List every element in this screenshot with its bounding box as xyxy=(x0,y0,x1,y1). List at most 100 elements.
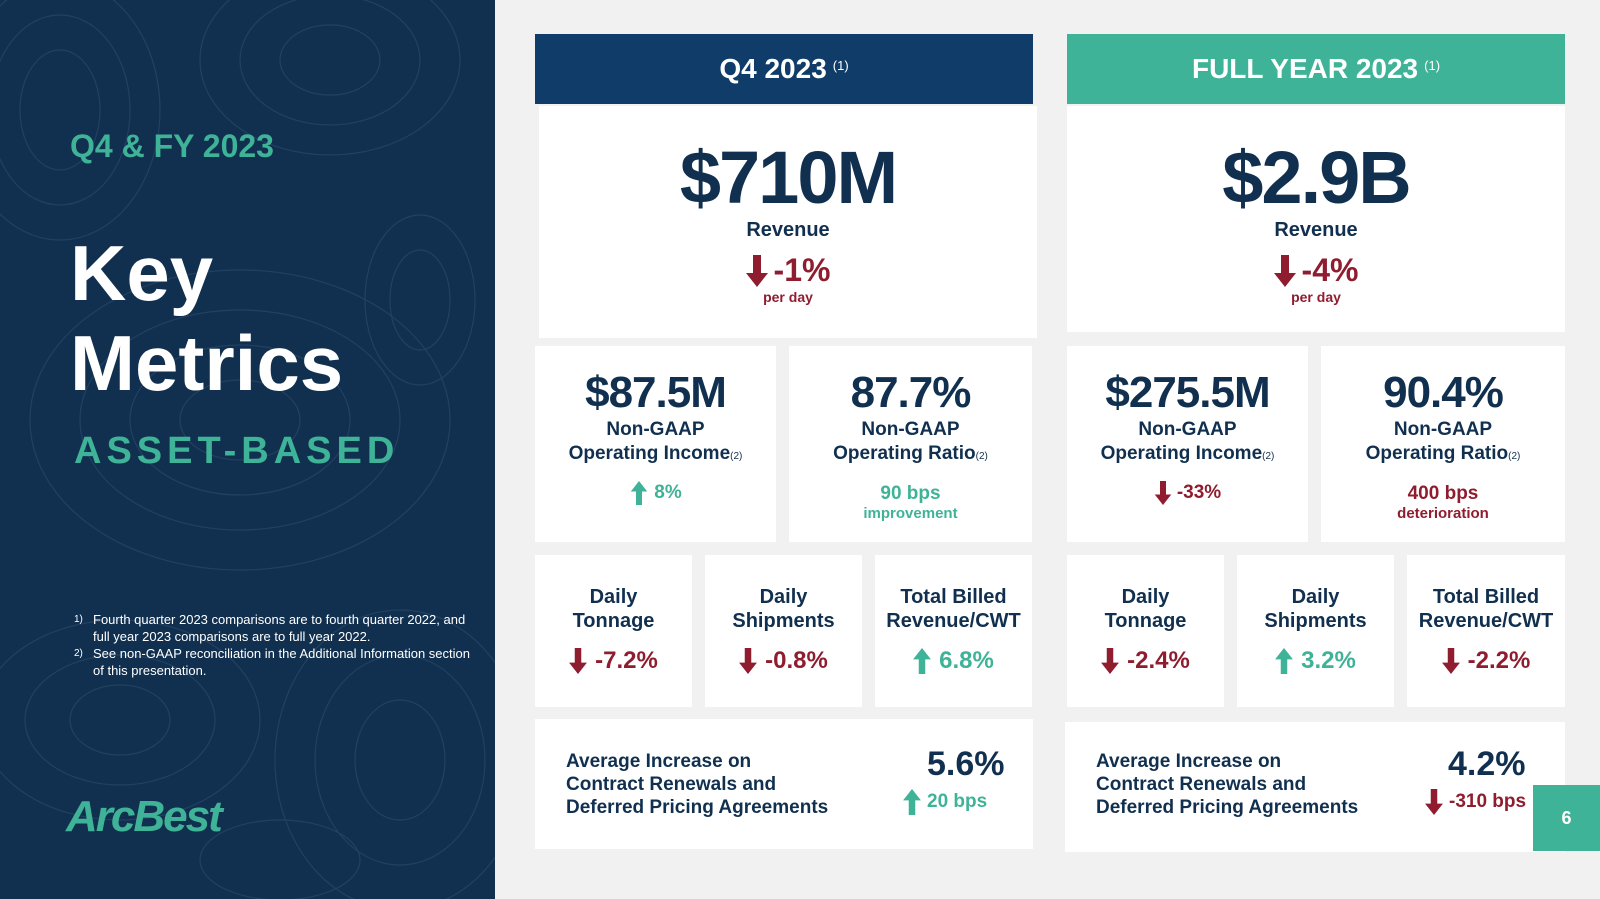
revenue-change: -4% xyxy=(1067,252,1565,289)
q4-daily-tonnage-card: Daily Tonnage -7.2% xyxy=(535,555,692,707)
footnote-ref: (2) xyxy=(975,451,988,462)
q4-operating-ratio-card: 87.7% Non-GAAP Operating Ratio(2) 90 bps… xyxy=(789,346,1032,542)
metric-change: -2.4% xyxy=(1067,647,1224,675)
contract-renewals-value: 5.6% xyxy=(927,745,1005,783)
label-text: Operating Income xyxy=(1100,443,1263,464)
topographic-pattern xyxy=(0,0,495,899)
contract-renewals-value: 4.2% xyxy=(1448,745,1526,783)
operating-ratio-label-1: Non-GAAP xyxy=(861,419,960,440)
subtitle: Q4 & FY 2023 xyxy=(70,128,274,164)
metric-label-1: Total Billed xyxy=(900,586,1007,608)
fy-header-label: FULL YEAR 2023 xyxy=(1191,53,1419,84)
fy-operating-ratio-card: 90.4% Non-GAAP Operating Ratio(2) 400 bp… xyxy=(1321,346,1565,542)
left-panel: Q4 & FY 2023 Key Metrics ASSET-BASED 1) … xyxy=(0,0,495,899)
revenue-change-value: -4% xyxy=(1301,252,1359,288)
change-value: -2.4% xyxy=(1127,647,1190,674)
q4-revenue-card: $710M Revenue -1% per day xyxy=(539,106,1037,338)
metric-change: -2.2% xyxy=(1407,647,1565,675)
arrow-down-icon xyxy=(1154,481,1172,505)
footnote: 1) Fourth quarter 2023 comparisons are t… xyxy=(74,611,474,645)
arrow-down-icon xyxy=(1441,648,1460,674)
fy-header: FULL YEAR 2023 (1) xyxy=(1067,34,1565,104)
metric-label-2: Shipments xyxy=(1264,610,1367,632)
operating-income-label-1: Non-GAAP xyxy=(1138,419,1237,440)
footnote-ref: (2) xyxy=(1262,451,1275,462)
metric-change: -7.2% xyxy=(535,647,692,675)
contract-renewals-change: -310 bps xyxy=(1425,789,1526,815)
label-line: Contract Renewals and xyxy=(566,774,777,795)
metric-label-2: Tonnage xyxy=(1104,610,1187,632)
revenue-label: Revenue xyxy=(746,219,830,241)
contract-renewals-label: Average Increase on Contract Renewals an… xyxy=(1096,750,1358,819)
contract-renewals-label: Average Increase on Contract Renewals an… xyxy=(566,750,828,819)
operating-income-label-2: Operating Income(2) xyxy=(1067,442,1308,469)
arrow-up-icon xyxy=(903,789,921,815)
metric-change: 6.8% xyxy=(875,647,1032,675)
operating-income-change: -33% xyxy=(1067,481,1308,505)
revenue-change-value: -1% xyxy=(773,252,831,288)
operating-ratio-change: 400 bps xyxy=(1407,483,1479,504)
operating-income-value: $275.5M xyxy=(1105,368,1270,417)
arrow-down-icon xyxy=(745,254,768,287)
label-line: Average Increase on xyxy=(1096,751,1282,772)
q4-daily-shipments-card: Daily Shipments -0.8% xyxy=(705,555,862,707)
metric-label-2: Revenue/CWT xyxy=(886,610,1021,632)
label-line: Deferred Pricing Agreements xyxy=(566,797,829,818)
fy-daily-shipments-card: Daily Shipments 3.2% xyxy=(1237,555,1394,707)
q4-contract-renewals-card: Average Increase on Contract Renewals an… xyxy=(535,719,1033,849)
footnote-number: 2) xyxy=(74,648,83,659)
operating-ratio-change-note: deterioration xyxy=(1397,505,1489,522)
q4-header: Q4 2023 (1) xyxy=(535,34,1033,104)
metric-label-2: Shipments xyxy=(732,610,835,632)
arrow-up-icon xyxy=(631,481,648,505)
label-line: Contract Renewals and xyxy=(1096,774,1307,795)
footnote-number: 1) xyxy=(74,614,83,625)
label-line: Average Increase on xyxy=(566,751,752,772)
metric-label-2: Tonnage xyxy=(572,610,655,632)
footnote-ref: (1) xyxy=(1424,57,1441,73)
operating-income-value: $87.5M xyxy=(585,368,727,417)
operating-ratio-label-2: Operating Ratio(2) xyxy=(1321,442,1565,469)
operating-income-change: 8% xyxy=(535,481,776,505)
footnote-text: See non-GAAP reconciliation in the Addit… xyxy=(93,646,470,678)
label-text: Operating Income xyxy=(568,443,731,464)
title-line-1: Key xyxy=(70,229,214,317)
metric-label-1: Daily xyxy=(1291,586,1340,608)
revenue-change: -1% xyxy=(539,252,1037,289)
label-text: Operating Ratio xyxy=(1365,443,1509,464)
metric-label-1: Daily xyxy=(589,586,638,608)
footnote-ref: (1) xyxy=(832,57,849,73)
change-value: 6.8% xyxy=(939,647,994,674)
arrow-down-icon xyxy=(739,648,758,674)
q4-operating-income-card: $87.5M Non-GAAP Operating Income(2) 8% xyxy=(535,346,776,542)
segment-label: ASSET-BASED xyxy=(74,430,400,472)
footnote-ref: (2) xyxy=(730,451,743,462)
fy-daily-tonnage-card: Daily Tonnage -2.4% xyxy=(1067,555,1224,707)
operating-ratio-change: 90 bps xyxy=(880,483,941,504)
footnote-text: Fourth quarter 2023 comparisons are to f… xyxy=(93,612,466,644)
metric-label-1: Daily xyxy=(759,586,808,608)
revenue-change-basis: per day xyxy=(1291,289,1341,305)
contract-renewals-change: 20 bps xyxy=(903,789,987,815)
operating-ratio-label-2: Operating Ratio(2) xyxy=(789,442,1032,469)
arrow-up-icon xyxy=(913,648,932,674)
change-value: -33% xyxy=(1176,482,1222,503)
footnote: 2) See non-GAAP reconciliation in the Ad… xyxy=(74,645,474,679)
revenue-value: $710M xyxy=(679,136,898,219)
footnote-ref: (2) xyxy=(1508,451,1521,462)
metric-label-1: Total Billed xyxy=(1432,586,1540,608)
metric-label-1: Daily xyxy=(1121,586,1170,608)
q4-header-label: Q4 2023 xyxy=(719,53,827,84)
fy-billed-revenue-card: Total Billed Revenue/CWT -2.2% xyxy=(1407,555,1565,707)
fy-operating-income-card: $275.5M Non-GAAP Operating Income(2) -33… xyxy=(1067,346,1308,542)
metric-change: 3.2% xyxy=(1237,647,1394,675)
revenue-label: Revenue xyxy=(1274,219,1358,241)
metric-label-2: Revenue/CWT xyxy=(1418,610,1554,632)
revenue-value: $2.9B xyxy=(1222,136,1411,219)
page-number: 6 xyxy=(1533,785,1600,851)
fy-contract-renewals-card: Average Increase on Contract Renewals an… xyxy=(1065,722,1565,852)
arrow-down-icon xyxy=(1425,789,1443,815)
change-value: -7.2% xyxy=(595,647,658,674)
label-line: Deferred Pricing Agreements xyxy=(1096,797,1359,818)
fy-revenue-card: $2.9B Revenue -4% per day xyxy=(1067,106,1565,332)
